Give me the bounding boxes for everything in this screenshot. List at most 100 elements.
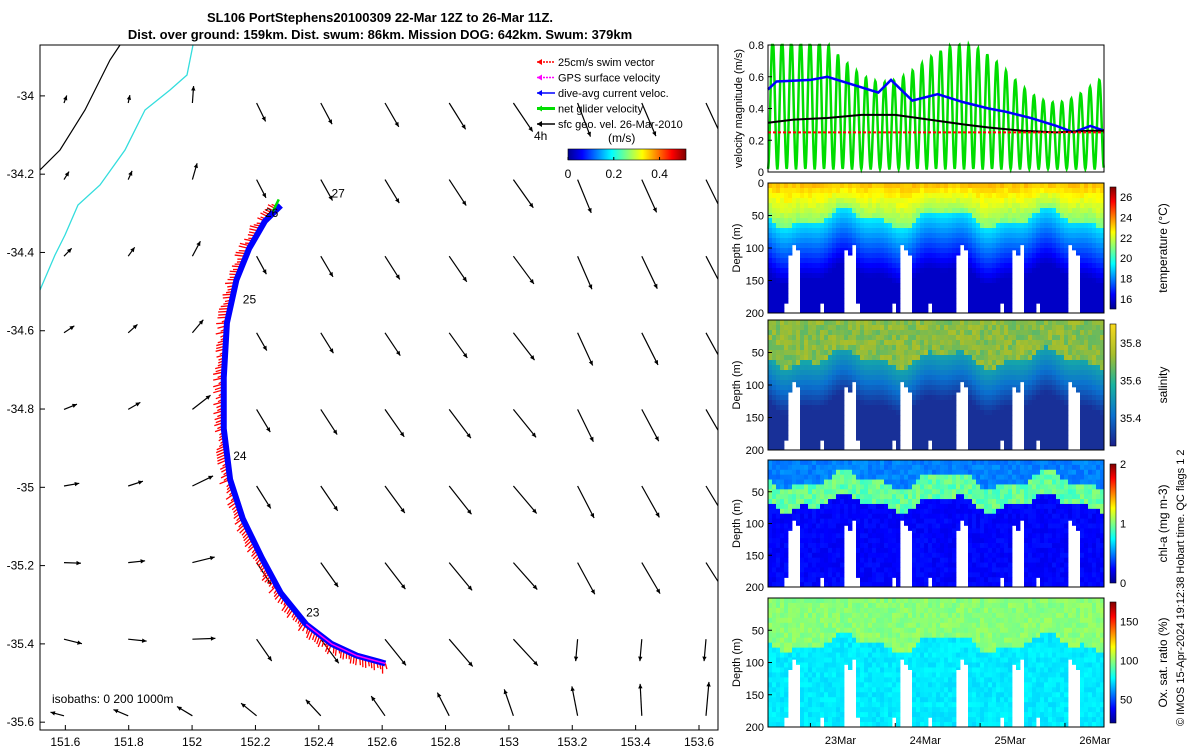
heatmap-cell [840, 494, 845, 500]
heatmap-cell [832, 258, 837, 264]
heatmap-cell [908, 484, 913, 490]
heatmap-cell [812, 405, 817, 411]
heatmap-cell [832, 375, 837, 381]
heatmap-cell [1036, 435, 1041, 441]
heatmap-cell [920, 253, 925, 259]
heatmap-cell [800, 355, 805, 361]
heatmap-cell [1100, 355, 1105, 361]
heatmap-cell [1036, 415, 1041, 421]
heatmap-cell [780, 567, 785, 573]
heatmap-cell [964, 188, 969, 194]
heatmap-cell [1064, 198, 1069, 204]
heatmap-cell [948, 335, 953, 341]
heatmap-cell [1096, 233, 1101, 239]
heatmap-cell [924, 335, 929, 341]
heatmap-cell [976, 278, 981, 284]
heatmap-cell [880, 208, 885, 214]
heatmap-cell [852, 223, 857, 229]
heatmap-cell [880, 253, 885, 259]
heatmap-cell [1020, 233, 1025, 239]
heatmap-cell [776, 218, 781, 224]
heatmap-cell [860, 385, 865, 391]
heatmap-cell [864, 410, 869, 416]
heatmap-cell [1084, 208, 1089, 214]
heatmap-cell [820, 375, 825, 381]
heatmap-cell [1040, 345, 1045, 351]
heatmap-cell [892, 390, 897, 396]
heatmap-cell [768, 330, 773, 336]
heatmap-cell [1004, 238, 1009, 244]
heatmap-cell [1064, 208, 1069, 214]
heatmap-cell [784, 435, 789, 441]
heatmap-cell [868, 263, 873, 269]
heatmap-cell [880, 435, 885, 441]
heatmap-cell [840, 464, 845, 471]
heatmap-cell [800, 425, 805, 431]
heatmap-cell [828, 330, 833, 336]
heatmap-cell [868, 298, 873, 304]
heatmap-cell [944, 228, 949, 234]
heatmap-cell [768, 474, 773, 480]
heatmap-cell [944, 395, 949, 401]
heatmap-cell [992, 350, 997, 356]
heatmap-cell [916, 435, 921, 441]
heatmap-cell [844, 203, 849, 209]
heatmap-cell [1060, 445, 1065, 451]
heatmap-cell [1080, 345, 1085, 351]
heatmap-cell [804, 528, 809, 534]
heatmap-cell [960, 213, 965, 219]
heatmap-cell [896, 552, 901, 559]
heatmap-cell [808, 440, 813, 446]
heatmap-cell [1068, 198, 1073, 204]
heatmap-cell [792, 360, 797, 366]
heatmap-cell [1044, 248, 1049, 254]
heatmap-cell [912, 213, 917, 219]
heatmap-cell [1084, 308, 1089, 314]
heatmap-cell [880, 518, 885, 524]
heatmap-cell [1000, 440, 1005, 441]
heatmap-cell [1024, 360, 1029, 366]
geo-velocity-arrow [128, 559, 146, 564]
heatmap-cell [900, 203, 905, 209]
heatmap-cell [784, 420, 789, 426]
heatmap-cell [924, 253, 929, 259]
heatmap-cell [932, 430, 937, 436]
heatmap-cell [824, 308, 829, 314]
heatmap-cell [796, 469, 801, 476]
geo-velocity-arrow [127, 246, 136, 257]
heatmap-cell [804, 395, 809, 401]
heatmap-cell [800, 479, 805, 485]
heatmap-cell [936, 218, 941, 224]
net-glider-velocity [271, 198, 280, 213]
heatmap-cell [904, 479, 909, 485]
heatmap-cell [780, 253, 785, 259]
heatmap-cell [1084, 380, 1089, 386]
heatmap-cell [844, 365, 849, 371]
heatmap-cell [1052, 445, 1057, 451]
heatmap-cell [856, 360, 861, 366]
heatmap-cell [808, 345, 813, 351]
heatmap-cell [804, 533, 809, 539]
heatmap-cell [836, 370, 841, 376]
heatmap-cell [896, 547, 901, 554]
heatmap-cell [872, 223, 877, 229]
heatmap-cell [936, 258, 941, 264]
heatmap-cell [1004, 325, 1009, 331]
gps-surface-velocity [305, 623, 386, 665]
heatmap-cell [840, 523, 845, 529]
heatmap-cell [948, 223, 953, 229]
heatmap-cell [1020, 223, 1025, 229]
heatmap-cell [828, 479, 833, 485]
heatmap-cell [804, 375, 809, 381]
heatmap-cell [768, 308, 773, 314]
heatmap-cell [812, 395, 817, 401]
heatmap-cell [812, 233, 817, 239]
heatmap-cell [1100, 278, 1105, 284]
heatmap-cell [1068, 213, 1073, 219]
heatmap-cell [816, 464, 821, 471]
heatmap-cell [964, 193, 969, 199]
heatmap-cell [836, 278, 841, 284]
heatmap-cell [796, 385, 801, 388]
heatmap-cell [948, 238, 953, 244]
heatmap-cell [768, 193, 773, 199]
